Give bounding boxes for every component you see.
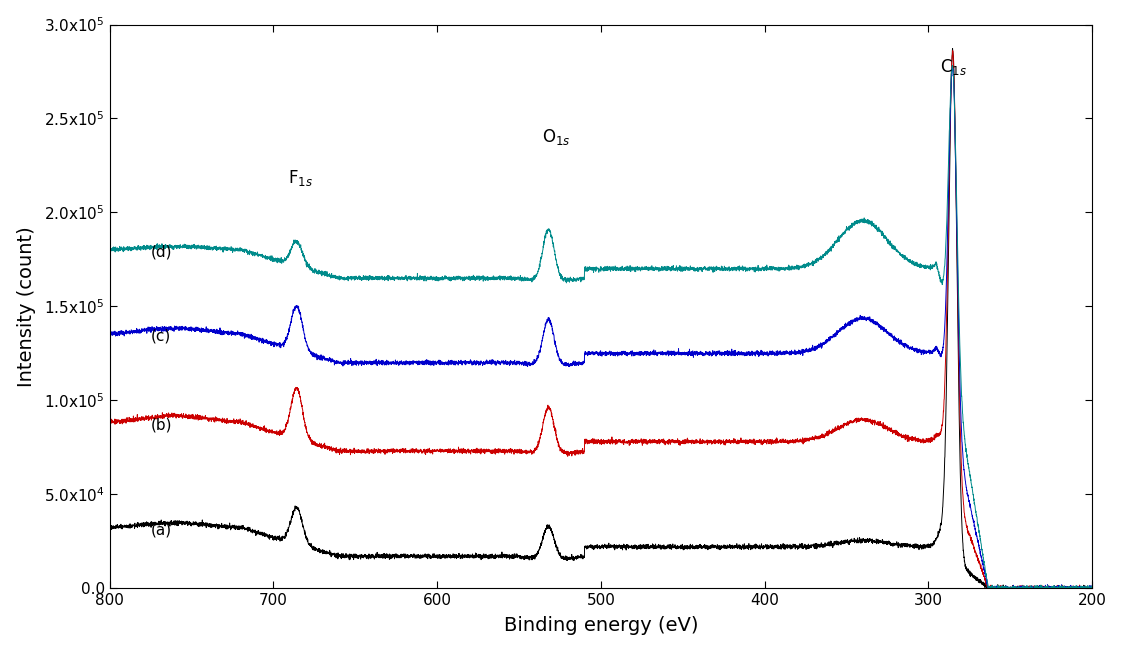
Text: (b): (b) bbox=[150, 417, 172, 432]
Y-axis label: Intensity (count): Intensity (count) bbox=[17, 226, 36, 387]
Text: (d): (d) bbox=[150, 244, 172, 259]
X-axis label: Binding energy (eV): Binding energy (eV) bbox=[503, 616, 699, 635]
Text: F$_{1s}$: F$_{1s}$ bbox=[289, 168, 313, 188]
Text: C$_{1s}$: C$_{1s}$ bbox=[940, 57, 967, 77]
Text: O$_{1s}$: O$_{1s}$ bbox=[542, 126, 570, 147]
Text: (a): (a) bbox=[150, 522, 172, 537]
Text: (c): (c) bbox=[150, 329, 171, 344]
